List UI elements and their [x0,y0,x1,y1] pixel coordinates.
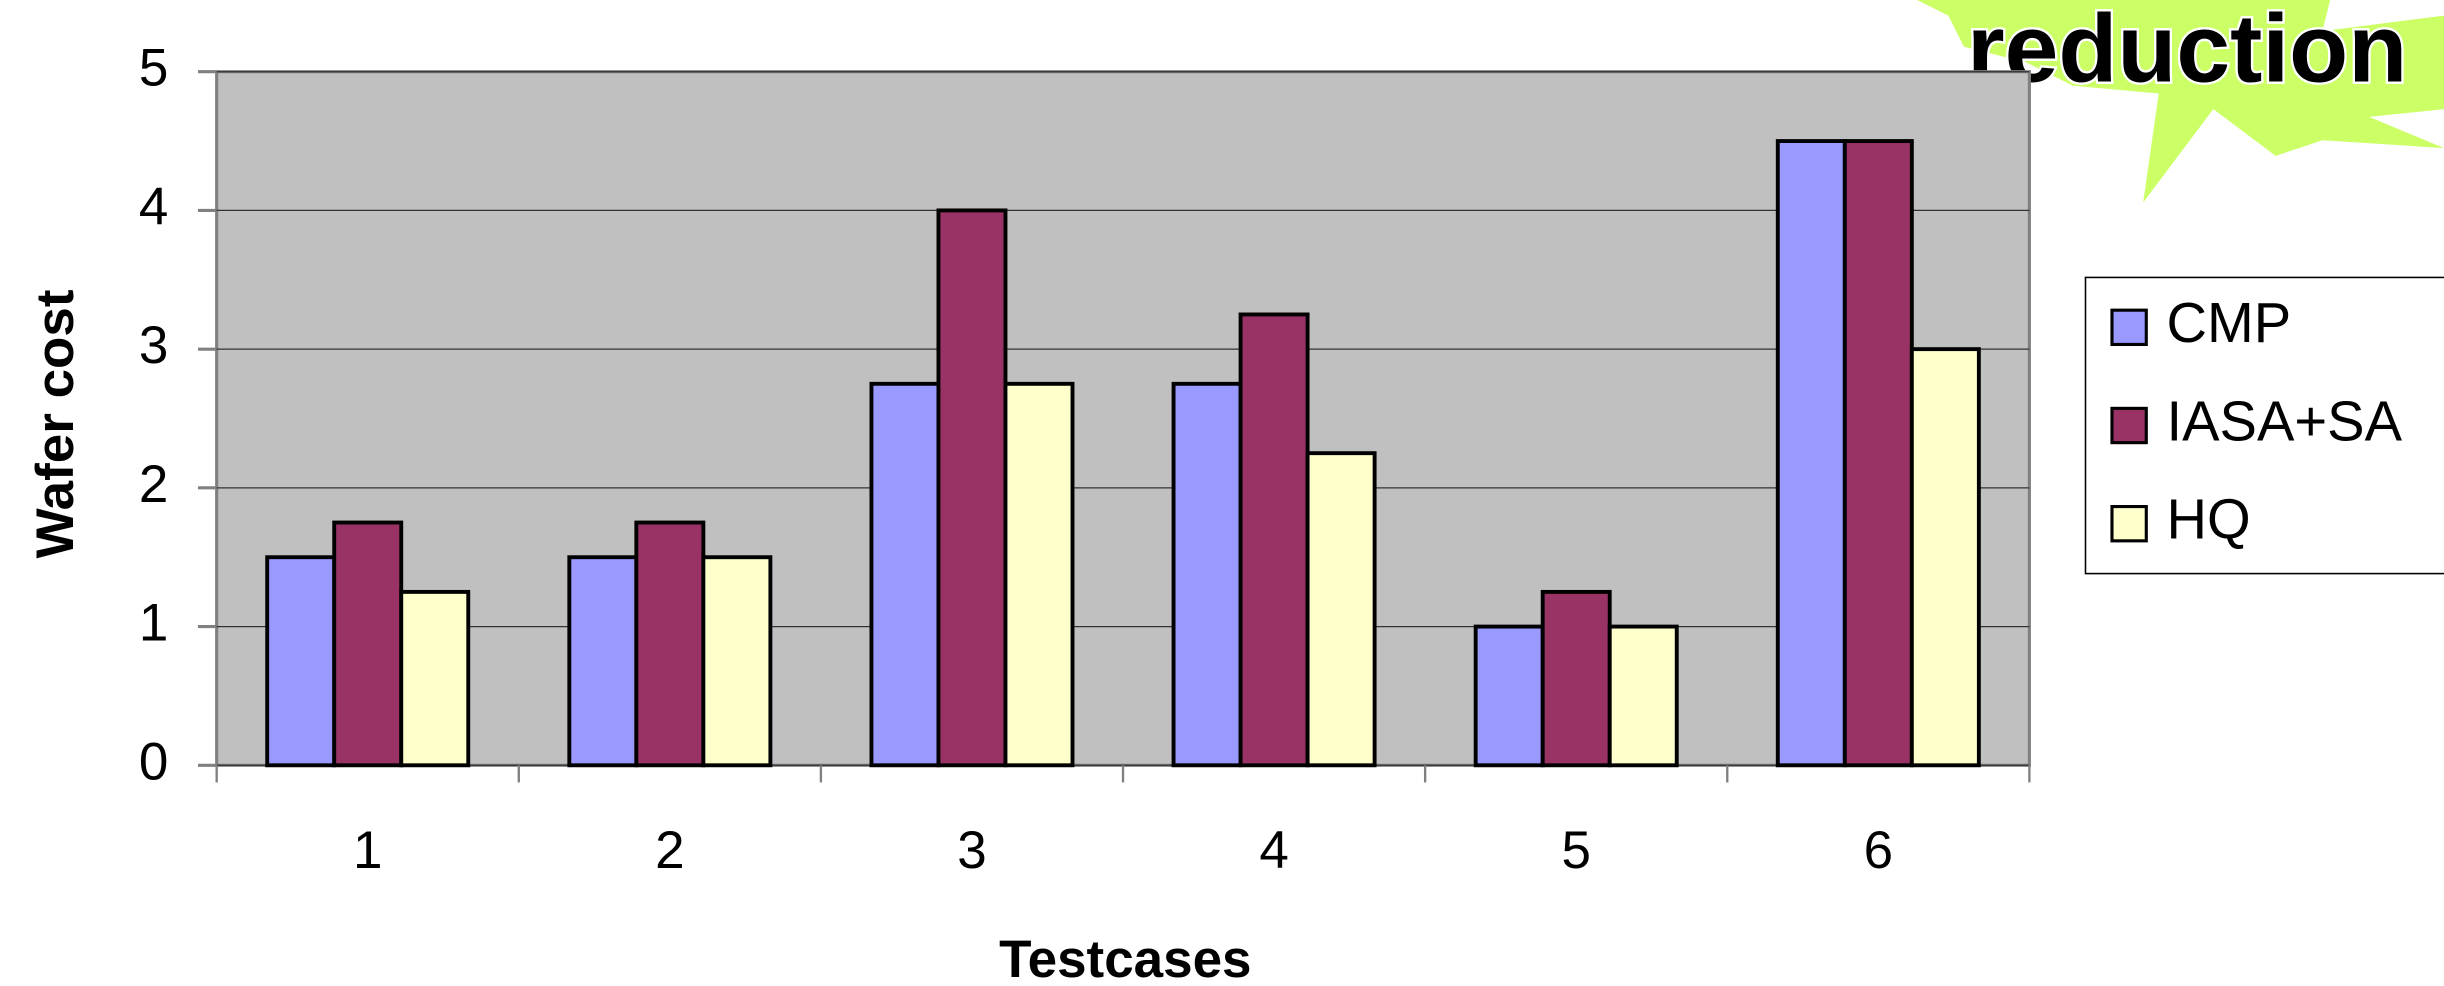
x-tick-label: 6 [1864,821,1893,880]
plot-area [217,72,2030,766]
x-tick-label: 2 [655,821,684,880]
bar [703,557,770,765]
bar [1174,384,1241,765]
bar [1241,314,1308,765]
x-tick-label: 1 [353,821,382,880]
y-tick-label: 1 [139,594,168,653]
chart: reduction Wafer cost Testcases 0 1 2 3 4 5 1 2 3… [0,0,2444,986]
bar [1778,141,1845,765]
bar [569,557,636,765]
bar [1912,349,1979,765]
legend-label: CMP [2167,291,2292,354]
bar [1845,141,1912,765]
y-tick-label: 0 [139,732,168,791]
page: {"chart_data": {"type": "bar", "title": … [0,0,2444,986]
y-tick-label: 5 [139,39,168,98]
bar [636,523,703,766]
legend-label: IASA+SA [2167,389,2403,452]
bar [1005,384,1072,765]
bar [1308,453,1375,765]
legend-swatch [2112,408,2146,442]
y-tick-label: 3 [139,316,168,375]
bar [871,384,938,765]
x-axis-label: Testcases [999,930,1251,986]
y-tick-label: 2 [139,455,168,514]
bar [334,523,401,766]
chart-title: reduction [1967,0,2407,103]
legend-swatch [2112,310,2146,344]
x-tick-label: 5 [1561,821,1590,880]
bar [1543,592,1610,765]
legend-label: HQ [2167,488,2251,551]
bar [938,210,1005,765]
y-tick-label: 4 [139,177,168,236]
bar [401,592,468,765]
bar [1476,627,1543,766]
bar [267,557,334,765]
y-axis-label: Wafer cost [26,289,85,558]
x-tick-label: 4 [1259,821,1288,880]
x-tick-label: 3 [957,821,986,880]
legend-swatch [2112,507,2146,541]
bar [1610,627,1677,766]
